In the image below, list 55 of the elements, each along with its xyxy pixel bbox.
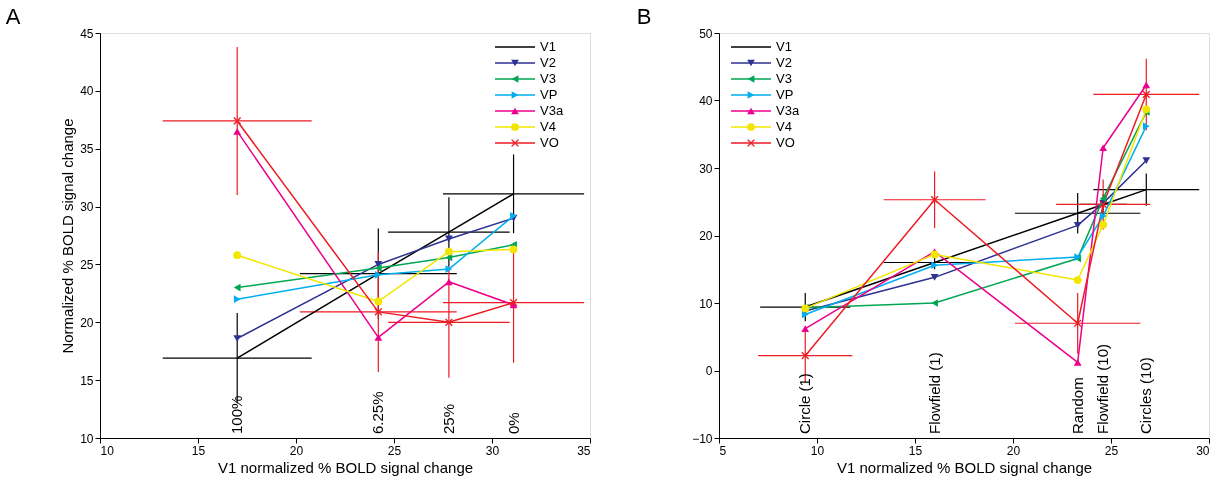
legend-label: V3 <box>776 71 792 86</box>
legend-label: V3a <box>540 103 564 118</box>
x-axis-title: V1 normalized % BOLD signal change <box>836 458 1093 476</box>
annotation: Flowfield (10) <box>1094 343 1112 434</box>
legend-label: V3a <box>776 103 800 118</box>
x-tick-label: 35 <box>577 443 591 458</box>
x-tick-label: 15 <box>191 443 206 458</box>
legend-label: V1 <box>540 39 556 54</box>
annotation: 100% <box>228 395 246 434</box>
y-tick-label: 20 <box>699 229 713 243</box>
y-tick-label: 10 <box>699 296 713 311</box>
annotation: Random <box>1068 377 1086 434</box>
chart-title: B <box>636 4 652 29</box>
x-tick-label: 25 <box>387 443 402 458</box>
y-tick-label: 10 <box>80 431 94 446</box>
y-tick-label: −10 <box>692 431 713 446</box>
x-tick-label: 20 <box>1006 443 1021 458</box>
legend-label: VP <box>776 87 794 102</box>
y-tick-label: 15 <box>80 373 94 388</box>
y-tick-label: 20 <box>80 315 94 330</box>
x-tick-label: 20 <box>289 443 304 458</box>
annotation: Circles (10) <box>1137 357 1155 434</box>
legend-label: V4 <box>776 119 792 134</box>
y-tick-label: 30 <box>699 161 713 176</box>
legend-label: V4 <box>540 119 556 134</box>
annotation: 6.25% <box>369 391 387 434</box>
x-tick-label: 10 <box>100 443 115 458</box>
legend-label: VO <box>540 135 559 150</box>
x-tick-label: 30 <box>1196 443 1210 458</box>
legend-label: VP <box>540 87 558 102</box>
y-tick-label: 25 <box>80 257 94 272</box>
annotation: 0% <box>504 412 522 434</box>
y-tick-label: 0 <box>705 364 713 378</box>
legend-label: VO <box>776 135 795 150</box>
legend-label: V2 <box>540 55 556 70</box>
legend-label: V1 <box>776 39 792 54</box>
legend-label: V2 <box>776 55 792 70</box>
annotation: Circle (1) <box>796 373 814 434</box>
y-tick-label: 40 <box>699 94 713 108</box>
annotation: 25% <box>439 403 457 434</box>
y-tick-label: 50 <box>699 26 713 41</box>
x-tick-label: 10 <box>810 443 825 458</box>
x-tick-label: 15 <box>908 443 923 458</box>
x-tick-label: 25 <box>1104 443 1119 458</box>
x-tick-label: 30 <box>485 443 500 458</box>
chart-title: A <box>5 4 21 29</box>
legend-label: V3 <box>540 71 556 86</box>
y-tick-label: 30 <box>80 200 94 215</box>
y-tick-label: 35 <box>80 142 94 157</box>
x-axis-title: V1 normalized % BOLD signal change <box>217 458 474 476</box>
x-tick-label: 5 <box>719 443 727 458</box>
y-axis-title: Normalized % BOLD signal change <box>59 118 77 354</box>
annotation: Flowfield (1) <box>925 352 943 434</box>
y-tick-label: 40 <box>80 84 94 99</box>
y-tick-label: 45 <box>80 26 94 41</box>
